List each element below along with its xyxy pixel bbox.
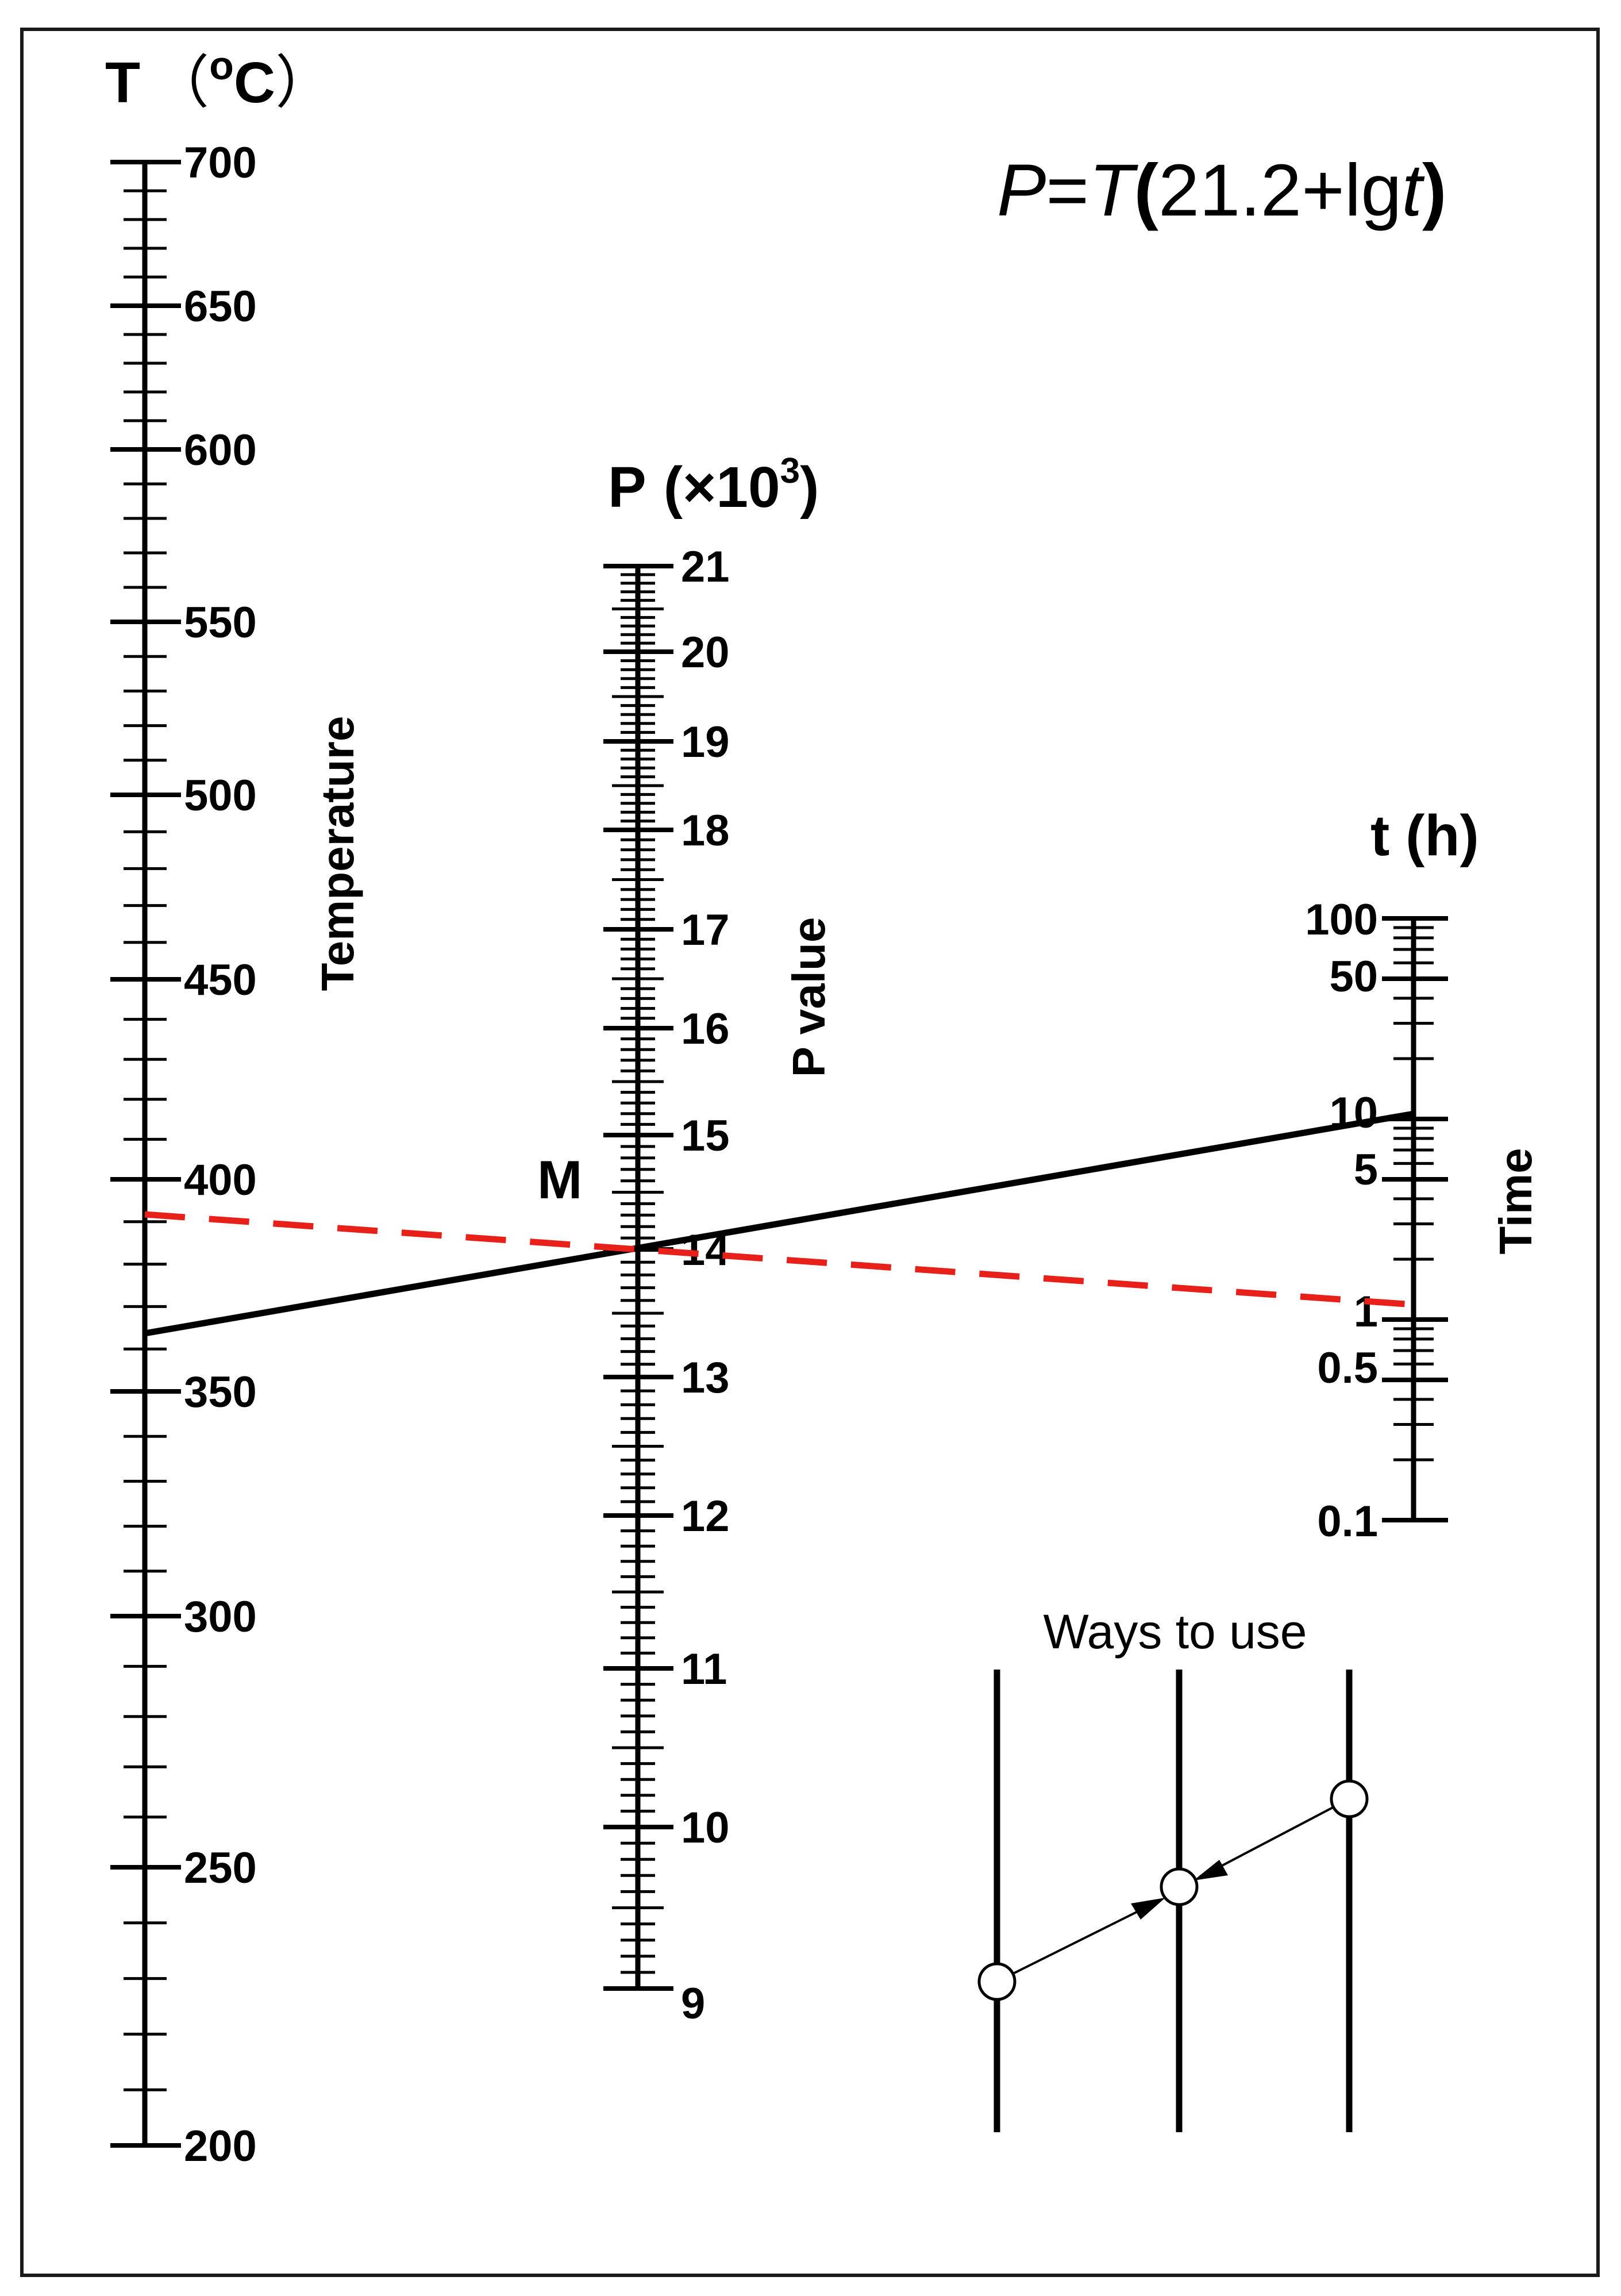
legend-connector-right [1198,1798,1350,1879]
legend-marker-circle [1160,1867,1199,1906]
formula-T: T [1089,149,1138,232]
temperature-tick-label: 700 [184,139,257,187]
p-tick-label: 10 [681,1803,730,1852]
arrowhead-right-icon [1131,1898,1165,1920]
time-ticks [1382,916,1448,1522]
legend-marker-circle [977,1962,1017,2001]
formula-paren-open: ( [1134,149,1158,232]
formula-eq: = [1046,149,1089,232]
temperature-ticks [110,160,181,2148]
p-tick-label: 16 [681,1005,730,1053]
temperature-axis-open: （ [152,51,209,115]
diagram-border [20,28,1600,2277]
p-axis-exp: 3 [780,451,800,491]
point-m-label: M [537,1149,582,1210]
temperature-axis-symbol: T [105,51,140,115]
temperature-side-label: Temperature [312,716,363,991]
time-axis-title: t (h) [1370,803,1479,868]
temperature-tick-label: 250 [184,1844,257,1893]
formula-mid: 21.2+lg [1158,149,1402,232]
temperature-tick-label: 450 [184,956,257,1005]
p-tick-label: 17 [681,906,730,955]
p-tick-label: 11 [681,1645,727,1694]
formula-t: t [1401,149,1424,232]
p-value-scale: 21 20 19 18 17 16 15 14 13 12 11 10 9 [603,543,730,2028]
p-tick-label: 18 [681,806,730,855]
temperature-axis-unit: C [234,51,275,115]
time-tick-labels: 100 50 10 5 1 0.5 0.1 [1305,895,1378,1546]
temperature-tick-label: 300 [184,1593,257,1641]
temperature-axis-degree: o [209,43,234,88]
arrowhead-left-icon [1193,1860,1228,1880]
formula-paren-close: ) [1422,149,1447,232]
temperature-tick-label: 600 [184,426,257,475]
usage-legend: Ways to use [977,1605,1369,2132]
temperature-tick-labels: 700 650 600 550 500 450 400 350 300 250 … [184,139,257,2171]
formula-lhs: P [997,149,1046,232]
legend-marker-circle [1330,1779,1369,1818]
time-tick-label: 0.1 [1317,1497,1378,1546]
temperature-axis-title: T （oC） [105,43,333,115]
p-tick-label: 13 [681,1353,730,1402]
p-axis-close: ) [800,455,819,520]
time-tick-label: 5 [1354,1145,1378,1194]
p-tick-label: 15 [681,1112,730,1160]
temperature-tick-label: 650 [184,282,257,331]
time-tick-label: 0.5 [1317,1344,1378,1393]
p-axis-times: ×10 [683,455,780,520]
temperature-tick-label: 500 [184,771,257,820]
temperature-tick-label: 550 [184,598,257,647]
example-line-solid [144,1110,1414,1337]
p-axis-open: ( [664,455,683,520]
temperature-scale: 700 650 600 550 500 450 400 350 300 250 … [110,139,257,2171]
legend-connector-left [996,1899,1161,1983]
p-tick-label: 20 [681,628,730,677]
time-side-label: Time [1490,1148,1541,1254]
p-tick-label: 9 [681,1979,705,2028]
temperature-tick-label: 400 [184,1156,257,1205]
time-scale: 100 50 10 5 1 0.5 0.1 [1305,895,1448,1546]
formula: P=T(21.2+lgt) [997,149,1447,232]
p-value-tick-labels: 21 20 19 18 17 16 15 14 13 12 11 10 9 [681,543,730,2028]
example-line-dashed [144,1211,1414,1308]
p-tick-label: 21 [681,543,730,591]
temperature-tick-label: 350 [184,1368,257,1417]
p-tick-label: 19 [681,718,730,767]
p-value-ticks [603,564,673,1991]
time-tick-label: 100 [1305,895,1378,944]
time-tick-label: 1 [1354,1287,1378,1336]
p-tick-label: 12 [681,1492,730,1541]
time-tick-label: 50 [1329,952,1378,1001]
p-value-side-label: P value [783,917,834,1078]
p-axis-symbol: P [608,455,646,520]
p-axis-title: P (×103) [608,451,819,520]
temperature-axis-close: ） [275,51,333,115]
usage-legend-title: Ways to use [1043,1605,1307,1659]
temperature-tick-label: 200 [184,2122,257,2171]
